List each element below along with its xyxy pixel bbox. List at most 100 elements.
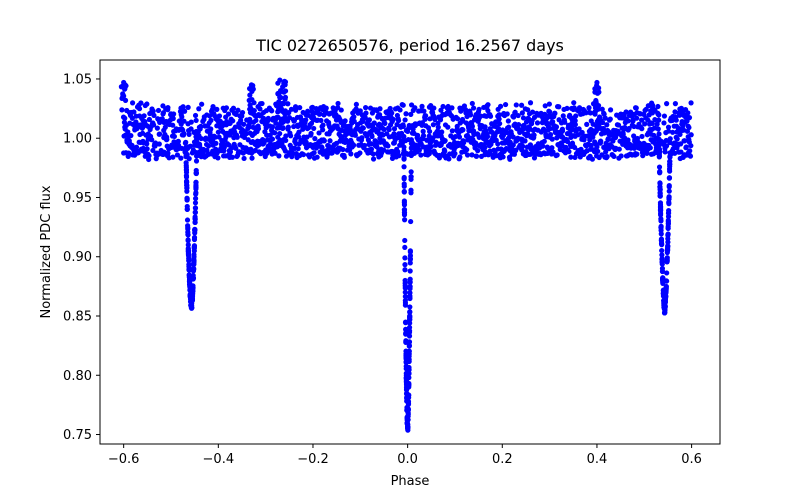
data-point — [191, 267, 197, 273]
data-point — [505, 118, 511, 124]
data-point — [647, 145, 653, 151]
data-point — [520, 143, 526, 149]
data-point — [688, 100, 694, 106]
data-point — [369, 133, 375, 140]
data-point — [361, 142, 368, 149]
data-point — [415, 132, 421, 138]
data-point — [432, 116, 438, 123]
data-point — [405, 407, 411, 413]
data-point — [407, 256, 413, 262]
data-point — [402, 300, 409, 306]
data-point — [248, 109, 254, 116]
data-point — [584, 121, 590, 127]
data-point — [642, 121, 648, 127]
data-point — [191, 248, 197, 254]
data-point — [303, 139, 309, 145]
data-point — [594, 79, 600, 86]
data-point — [248, 82, 255, 88]
data-point — [598, 138, 604, 144]
data-point — [401, 176, 407, 182]
data-point — [475, 148, 481, 154]
data-point — [442, 148, 448, 154]
data-point — [467, 112, 474, 118]
x-tick-label: 0.2 — [492, 452, 513, 467]
data-point — [663, 278, 669, 284]
data-point — [510, 134, 516, 140]
data-point — [381, 126, 387, 133]
data-point — [449, 128, 455, 134]
data-point — [543, 119, 550, 125]
data-point — [659, 242, 665, 248]
data-point — [194, 141, 200, 147]
data-point — [662, 306, 668, 312]
data-point — [275, 90, 281, 96]
data-point — [151, 112, 157, 118]
data-point — [678, 149, 684, 155]
data-point — [186, 131, 192, 137]
data-point — [464, 152, 471, 158]
data-point — [657, 170, 663, 176]
data-point — [215, 129, 221, 135]
data-point — [515, 112, 521, 119]
data-point — [404, 414, 410, 420]
data-point — [246, 124, 252, 130]
plot-frame — [99, 59, 721, 445]
data-point — [171, 111, 177, 117]
data-point — [351, 118, 357, 124]
data-point — [184, 217, 191, 223]
data-point — [402, 293, 408, 300]
data-point — [364, 133, 370, 139]
data-point — [404, 421, 410, 427]
data-point — [502, 101, 509, 108]
data-point — [656, 131, 662, 137]
data-point — [191, 244, 197, 250]
data-point — [257, 106, 263, 112]
data-point — [515, 122, 522, 128]
data-point — [193, 180, 199, 186]
data-point — [192, 214, 198, 220]
data-point — [296, 129, 302, 135]
data-point — [438, 107, 444, 113]
data-point — [288, 133, 294, 139]
data-point — [442, 138, 448, 144]
data-point — [667, 136, 673, 142]
data-point — [659, 258, 665, 264]
data-point — [395, 117, 402, 124]
data-point — [265, 115, 271, 121]
data-point — [556, 104, 562, 110]
data-point — [587, 110, 594, 116]
data-point — [282, 108, 288, 114]
data-point — [192, 230, 198, 236]
data-point — [534, 120, 541, 126]
data-point — [154, 125, 160, 131]
x-tick-label: −0.2 — [297, 452, 329, 467]
data-point — [639, 133, 645, 140]
x-axis-label: Phase — [391, 474, 430, 489]
data-point — [156, 141, 162, 147]
data-point — [249, 155, 255, 161]
data-point — [607, 107, 614, 113]
data-point — [549, 136, 555, 142]
data-point — [401, 202, 408, 208]
data-point — [667, 150, 673, 156]
data-point — [657, 207, 664, 214]
data-point — [185, 237, 191, 243]
data-point — [667, 163, 673, 169]
data-point — [542, 103, 548, 109]
data-point — [461, 140, 467, 146]
data-point — [666, 188, 672, 194]
data-point — [572, 144, 578, 151]
data-point — [281, 78, 288, 84]
data-point — [144, 101, 150, 107]
data-point — [687, 148, 693, 154]
data-point — [281, 89, 287, 95]
data-point — [664, 143, 670, 149]
data-point — [402, 217, 408, 223]
data-point — [469, 152, 475, 158]
data-point — [338, 107, 344, 113]
data-point — [656, 112, 662, 118]
data-point — [456, 134, 463, 140]
data-point — [178, 145, 185, 152]
data-point — [320, 127, 326, 133]
data-point — [283, 137, 289, 144]
